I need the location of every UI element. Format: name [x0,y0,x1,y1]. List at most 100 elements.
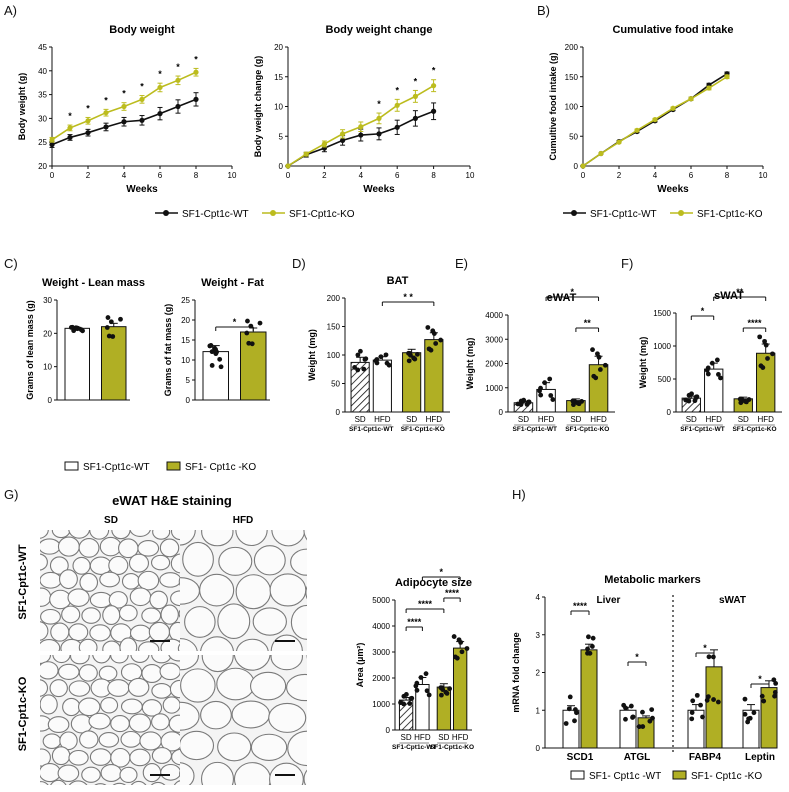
data-dot [401,701,407,707]
x-tick-label: SD [686,415,697,424]
x-tick-label: 0 [286,171,291,180]
significance-star: * [395,85,399,95]
data-dot [597,367,603,372]
adipocyte-cell [67,588,90,607]
data-point [340,131,346,137]
chart-fat-mass: 0 5 10 15 20 25 Weight - Fat Grams of fat mass … [163,277,270,405]
data-dot [690,698,696,704]
bracket-label: * [703,643,707,653]
histology-col-sd: SD [104,515,118,526]
data-point [103,110,109,116]
bracket-label: * [233,317,237,327]
adipocyte-cell [92,655,111,664]
adipocyte-cell [303,530,307,541]
section-label: sWAT [719,595,746,606]
y-axis-label: Weight (mg) [638,337,648,389]
x-tick-label: SCD1 [567,752,594,763]
adipocyte-cell [50,622,70,642]
data-dot [686,398,692,404]
adipocyte-cell [119,766,138,784]
data-point [139,96,145,102]
chart-title: sWAT [714,290,744,302]
data-dot [542,380,548,386]
adipocyte-cell [40,763,61,783]
x-axis-label: Weeks [126,184,158,195]
data-dot [693,394,699,400]
adipocyte-cell [250,733,288,761]
data-dot [572,718,577,724]
data-dot [438,685,444,691]
adipocyte-cell [200,636,234,651]
legend-line-b: SF1-Cpt1c-WT SF1-Cpt1c-KO [563,209,763,220]
adipocyte-cell [128,553,150,573]
adipocyte-cell [79,730,99,749]
adipocyte-cell [58,569,78,590]
x-tick-label: 10 [759,171,768,180]
adipocyte-cell [121,572,141,590]
y-tick-label: 0 [574,162,579,171]
histology-labels: eWAT H&E staining SD HFD SF1-Cpt1c-WT SF… [17,493,253,751]
adipocyte-cell [235,574,272,610]
adipocyte-cell [127,677,150,697]
data-point [580,163,586,169]
x-tick-label: SD [518,415,529,424]
y-tick-label: 15 [274,73,283,82]
data-dot [438,337,444,343]
adipocyte-cell [68,749,89,766]
data-point [688,96,694,102]
adipocyte-cell [57,764,80,783]
adipocyte-cell [107,679,130,697]
data-dot [208,343,214,348]
y-axis-label: Body weight (g) [17,73,27,141]
y-tick-label: 200 [565,43,579,52]
adipocyte-cell [270,634,303,651]
data-point [358,124,364,130]
x-tick-label: HFD [538,415,555,424]
y-tick-label: 20 [274,43,283,52]
data-dot [355,352,361,358]
adipocyte-cell [129,587,152,607]
chart-title: Weight - Fat [201,277,264,289]
adipocyte-cell [217,732,252,762]
data-dot [386,362,392,368]
y-tick-label: 50 [569,132,578,141]
adipocyte-cell [129,530,151,537]
adipocyte-cell [68,623,89,642]
y-axis-label: Grams of lean mass (g) [25,300,35,400]
data-dot [361,366,367,372]
adipocyte-cell [199,573,235,607]
data-point [376,131,382,137]
y-tick-label: 50 [331,380,340,389]
adipocyte-cell [252,607,287,636]
data-point [321,141,327,147]
data-point [724,74,730,80]
data-point [121,119,127,125]
chart-title: Body weight [109,24,175,36]
x-tick-label: 8 [431,171,436,180]
legend-bar-c: SF1-Cpt1c-WT SF1- Cpt1c -KO [64,461,256,473]
adipocyte-cell [112,782,127,785]
adipocyte-cell [151,713,170,731]
data-dot [430,328,436,334]
adipocyte-cell [180,730,215,761]
adipocyte-cell [290,604,307,640]
x-tick-label: HFD [757,415,774,424]
legend-h-ko-label: SF1- Cpt1c -KO [691,771,762,782]
y-tick-label: 0 [336,408,341,417]
data-point [376,115,382,121]
x-tick-label: SD [355,415,366,424]
data-dot [414,687,420,693]
x-tick-label: HFD [452,733,469,742]
adipocyte-cell [129,624,152,642]
x-tick-label: 2 [86,171,91,180]
data-dot [425,325,431,330]
y-axis-label: mRNA fold change [511,632,521,712]
y-tick-label: 0 [499,408,504,417]
data-dot [444,690,450,696]
adipocyte-cell [118,604,138,622]
data-dot [711,697,716,702]
panel-label-f: F) [621,256,633,271]
data-dot [106,333,112,339]
panel-label-e: E) [455,256,468,271]
